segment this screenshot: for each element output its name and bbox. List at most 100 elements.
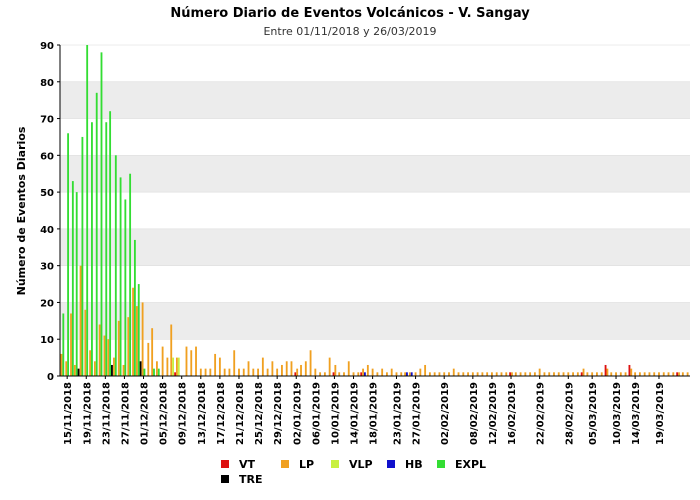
bar-lp <box>404 372 407 376</box>
bar-expl <box>157 368 160 376</box>
legend-label-expl: EXPL <box>455 458 486 471</box>
x-tick-label: 13/12/2018 <box>197 382 208 445</box>
bar-expl <box>62 313 65 376</box>
bar-lp <box>591 372 594 376</box>
chart-subtitle: Entre 01/11/2018 y 26/03/2019 <box>263 25 436 38</box>
bar-lp <box>533 372 536 376</box>
bar-lp <box>543 372 546 376</box>
bar-lp <box>127 317 130 376</box>
bar-vt <box>580 372 583 376</box>
y-tick-labels: 0 10 20 30 40 50 60 70 80 90 <box>40 41 60 383</box>
x-tick-label: 17/12/2018 <box>216 382 227 445</box>
x-tick-label: 09/12/2018 <box>178 382 189 445</box>
bar-lp <box>457 372 460 376</box>
bar-expl <box>153 368 155 376</box>
axes <box>59 45 690 377</box>
bar-lp <box>443 372 446 376</box>
bar-expl <box>109 111 112 376</box>
bar-lp <box>586 372 589 376</box>
legend-label-lp: LP <box>299 458 314 471</box>
grid-band <box>60 265 690 303</box>
x-tick-label: 02/02/2019 <box>440 382 451 445</box>
bar-lp <box>304 361 307 376</box>
bar-lp <box>323 372 326 376</box>
bar-lp <box>334 364 337 376</box>
y-tick-label: 50 <box>40 188 54 199</box>
bar-lp <box>338 372 341 376</box>
legend-swatch-vlp <box>331 460 339 468</box>
bar-vt <box>294 372 297 376</box>
bar-lp <box>218 357 221 376</box>
bar-vt <box>604 364 607 376</box>
bar-lp <box>643 372 646 376</box>
bar-vt <box>360 372 363 376</box>
bar-lp <box>630 368 633 376</box>
bar-lp <box>151 328 154 376</box>
bar-lp <box>619 372 622 376</box>
bar-expl <box>81 136 84 376</box>
bar-lp <box>686 372 689 376</box>
bar-expl <box>129 173 132 376</box>
legend-swatch-tre <box>221 475 229 483</box>
bar-lp <box>538 368 541 376</box>
bar-lp <box>433 372 436 376</box>
bar-lp <box>285 361 288 376</box>
bar-lp <box>233 350 236 376</box>
bar-lp <box>576 372 579 376</box>
x-tick-label: 10/01/2019 <box>330 382 341 445</box>
bar-lp <box>634 372 637 376</box>
grid-band <box>60 302 690 340</box>
bar-lp <box>428 372 431 376</box>
x-tick-label: 29/12/2018 <box>273 382 284 445</box>
bar-lp <box>223 368 226 376</box>
bar-vlp <box>177 357 180 376</box>
y-tick-label: 80 <box>40 78 54 89</box>
x-tick-label: 12/02/2019 <box>488 382 499 445</box>
x-tick-label: 25/12/2018 <box>254 382 265 445</box>
bar-lp <box>462 372 465 376</box>
legend-label-tre: TRE <box>239 473 263 486</box>
bar-lp <box>343 372 345 376</box>
bar-lp <box>491 372 493 376</box>
bar-lp <box>238 368 240 376</box>
bar-lp <box>624 372 627 376</box>
bar-lp <box>495 372 498 376</box>
y-tick-label: 70 <box>40 115 54 126</box>
bar-lp <box>648 372 651 376</box>
bar-lp <box>386 372 388 376</box>
bar-lp <box>247 361 250 376</box>
x-tick-label: 05/12/2018 <box>159 382 170 445</box>
x-tick-label: 23/01/2019 <box>393 382 404 445</box>
bar-lp <box>667 372 670 376</box>
bar-lp <box>414 372 417 376</box>
x-tick-label: 02/01/2019 <box>292 382 303 445</box>
legend-label-vt: VT <box>239 458 256 471</box>
bar-lp <box>408 372 411 376</box>
bar-lp <box>290 361 293 376</box>
bar-lp <box>672 372 675 376</box>
bar-lp <box>70 313 72 376</box>
bar-vt <box>174 372 177 376</box>
bar-lp <box>214 353 217 376</box>
bar-lp <box>371 368 374 376</box>
bar-lp <box>195 346 197 376</box>
bar-lp <box>300 364 302 376</box>
bar-lp <box>600 372 603 376</box>
bar-lp <box>132 287 134 376</box>
bar-lp <box>357 372 360 376</box>
x-tick-label: 18/01/2019 <box>369 382 380 445</box>
bar-lp <box>296 368 299 376</box>
bar-lp <box>176 357 178 376</box>
bar-lp <box>678 372 680 376</box>
bar-lp <box>281 364 283 376</box>
bar-expl <box>143 368 146 376</box>
bar-lp <box>98 324 101 376</box>
bar-lp <box>638 372 641 376</box>
bar-lp <box>529 372 532 376</box>
bar-lp <box>606 368 609 376</box>
y-tick-label: 40 <box>40 225 54 236</box>
grid-band <box>60 228 690 266</box>
bar-lp <box>166 357 169 376</box>
grid-band <box>60 192 690 229</box>
